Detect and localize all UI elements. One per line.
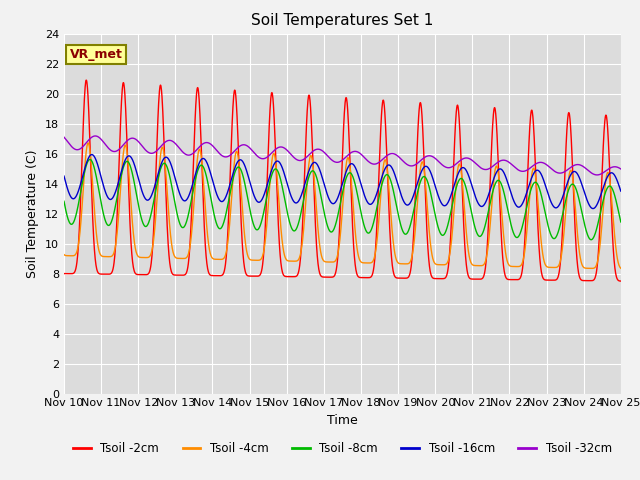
Legend: Tsoil -2cm, Tsoil -4cm, Tsoil -8cm, Tsoil -16cm, Tsoil -32cm: Tsoil -2cm, Tsoil -4cm, Tsoil -8cm, Tsoi… [68, 437, 616, 460]
Text: VR_met: VR_met [70, 48, 122, 61]
Y-axis label: Soil Temperature (C): Soil Temperature (C) [26, 149, 39, 278]
X-axis label: Time: Time [327, 414, 358, 427]
Title: Soil Temperatures Set 1: Soil Temperatures Set 1 [252, 13, 433, 28]
